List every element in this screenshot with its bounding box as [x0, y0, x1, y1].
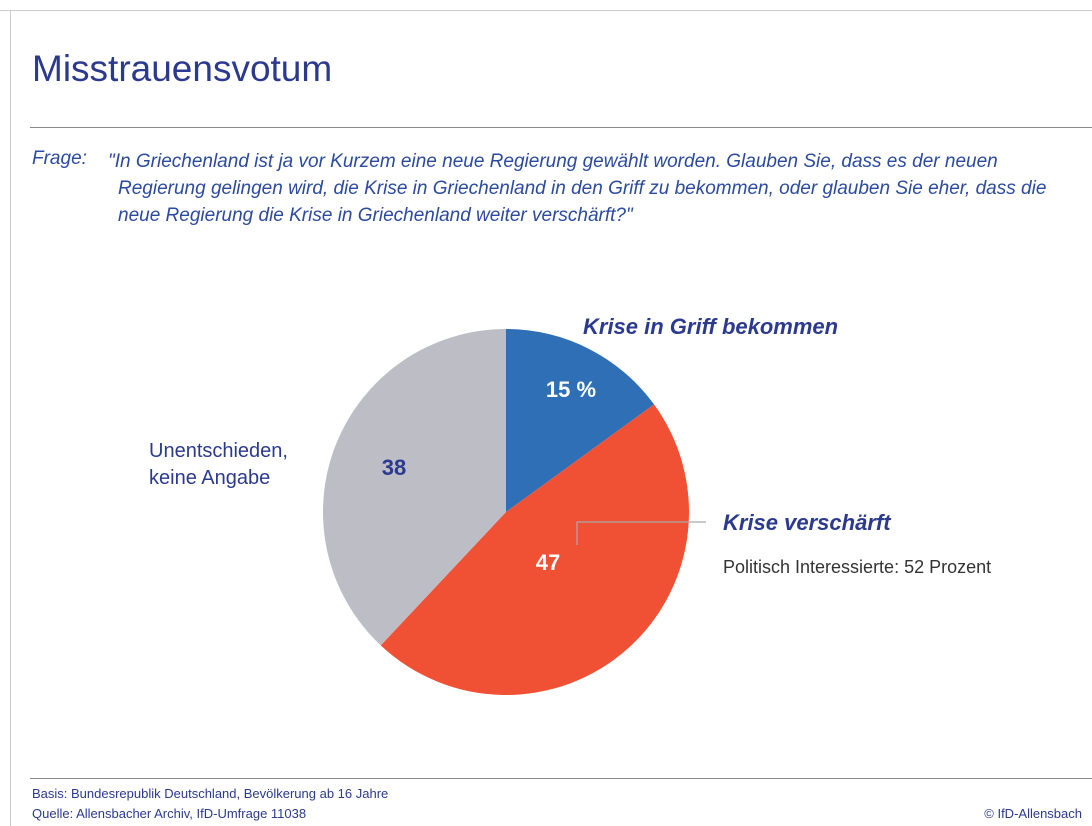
pie [323, 329, 689, 696]
question-label: Frage: [32, 148, 87, 169]
pie-slice [323, 329, 506, 646]
footer-copyright: © IfD-Allensbach [984, 806, 1082, 821]
leader-line [576, 521, 706, 545]
pie-slice [506, 329, 655, 512]
category-label: Krise verschärft [723, 510, 892, 535]
category-label: Unentschieden, keine Angabe [149, 440, 288, 489]
chart-title: Misstrauensvotum [32, 48, 333, 89]
value-label: 38 [382, 455, 406, 480]
pie-slice [380, 404, 689, 696]
footer-source: Quelle: Allensbacher Archiv, IfD-Umfrage… [32, 806, 307, 821]
annotation: Politisch Interessierte: 52 Prozent [723, 557, 991, 577]
value-label: 15 % [546, 377, 596, 402]
question: "In Griechenland ist ja vor Kurzem eine … [108, 151, 1047, 226]
category-label: Krise in Griff bekommen [583, 314, 838, 339]
value-label: 47 [536, 550, 560, 575]
footer-basis: Basis: Bundesrepublik Deutschland, Bevöl… [32, 786, 389, 801]
